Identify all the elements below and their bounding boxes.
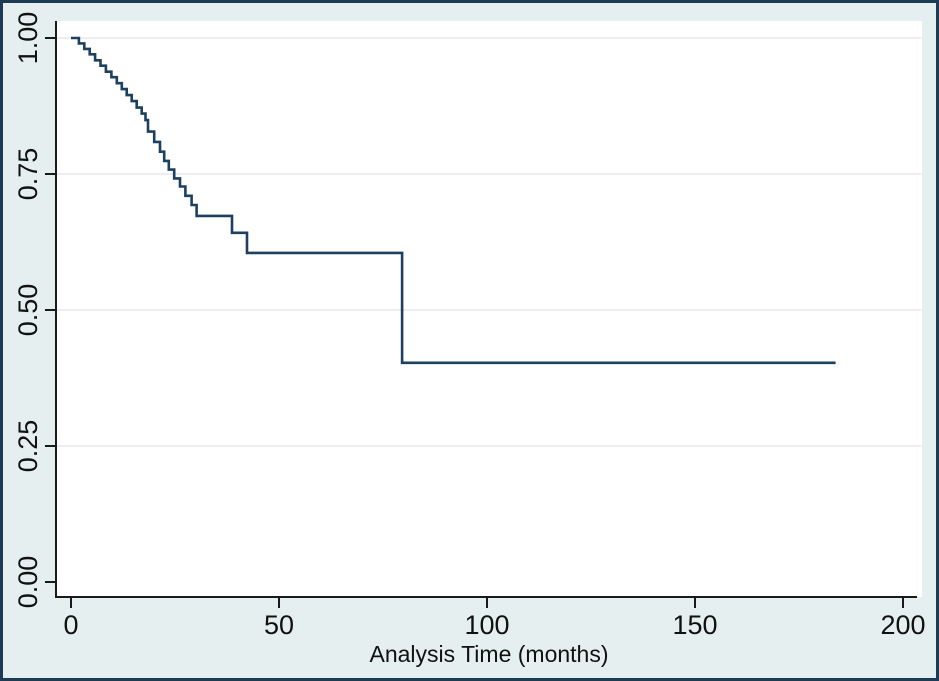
axes <box>45 21 917 608</box>
gridlines <box>56 37 922 447</box>
y-tick-label: 1.00 <box>13 12 43 65</box>
x-tick-label: 200 <box>880 610 925 640</box>
x-tick-label: 150 <box>672 610 717 640</box>
x-tick-label: 50 <box>264 610 294 640</box>
x-axis-title: Analysis Time (months) <box>369 641 608 667</box>
y-tick-label: 0.00 <box>13 556 43 609</box>
x-tick-label: 0 <box>63 610 78 640</box>
survival-curve-group <box>71 36 836 365</box>
y-tick-labels: 0.00 0.25 0.50 0.75 1.00 <box>13 12 43 609</box>
y-tick-label: 0.25 <box>13 420 43 473</box>
survival-curve <box>71 36 836 365</box>
x-tick-labels: 0 50 100 150 200 <box>63 610 925 640</box>
y-tick-label: 0.50 <box>13 284 43 337</box>
x-tick-label: 100 <box>464 610 509 640</box>
y-tick-label: 0.75 <box>13 148 43 201</box>
